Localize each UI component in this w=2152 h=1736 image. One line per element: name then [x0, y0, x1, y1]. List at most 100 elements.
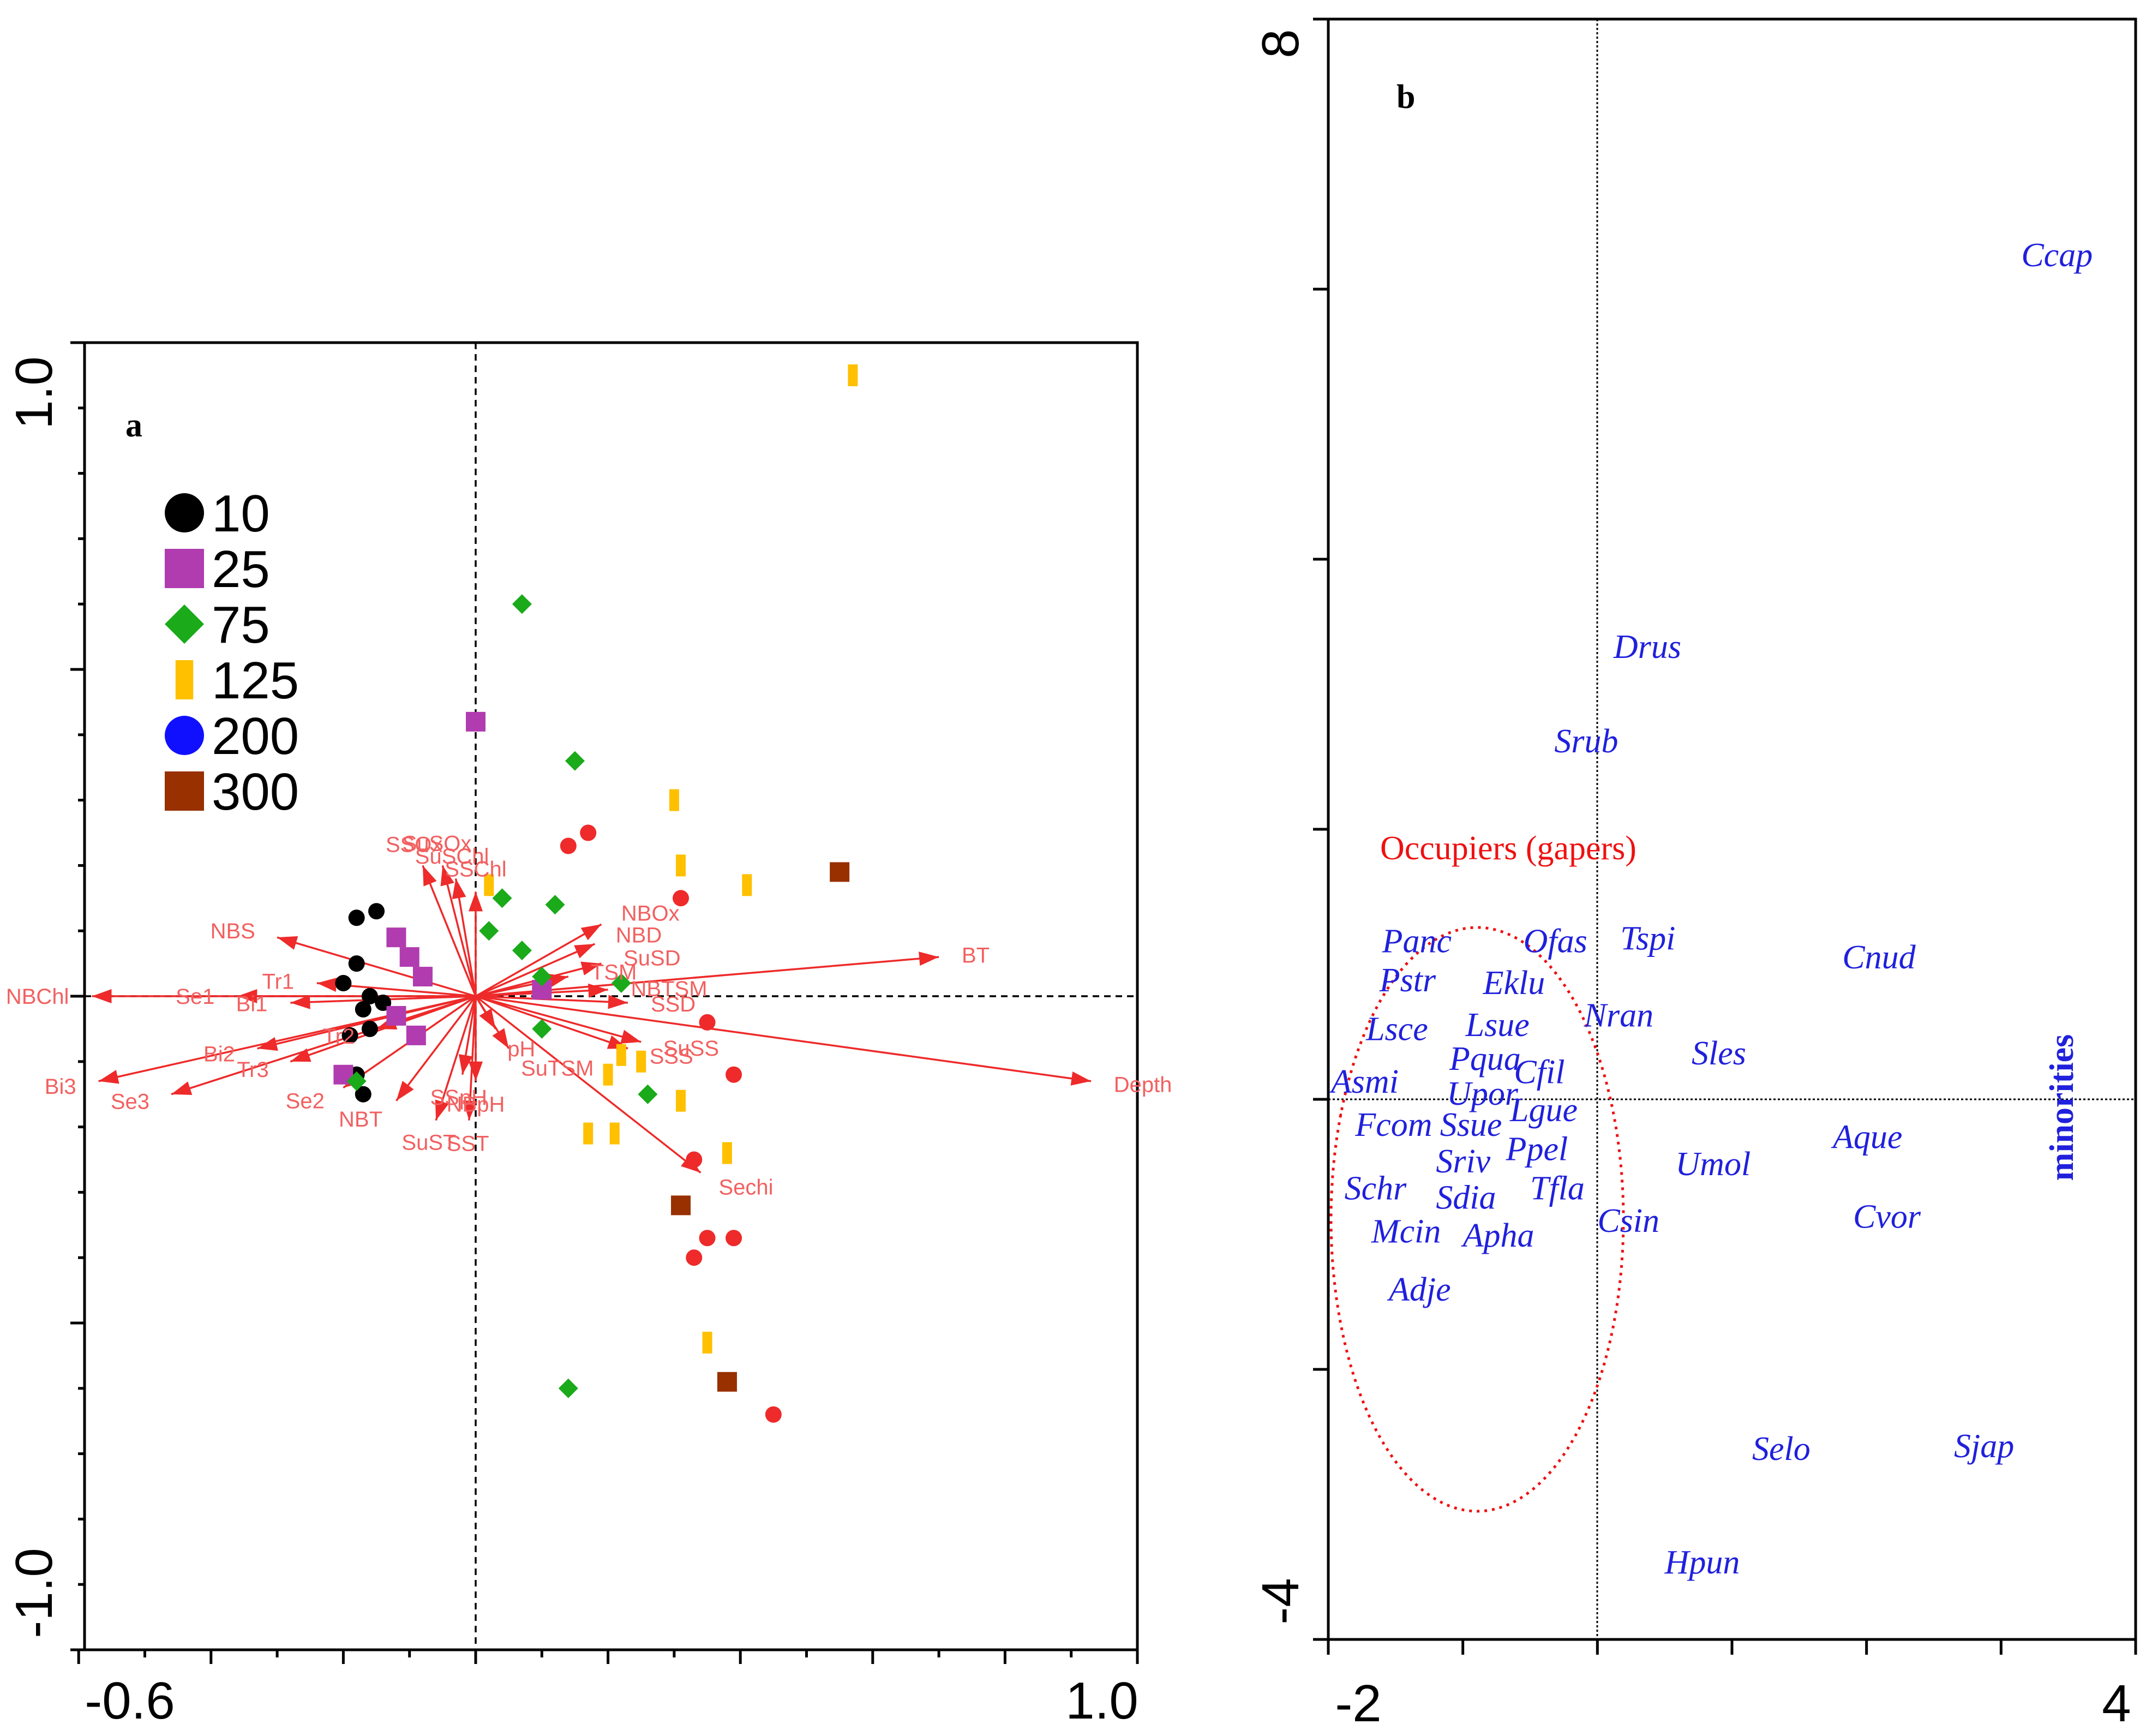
point-depth-300	[671, 1195, 691, 1216]
point-depth-75	[565, 751, 585, 771]
vector-arrow-line	[454, 878, 477, 997]
panel-a-label: a	[125, 407, 142, 444]
vector-arrow-head	[469, 891, 483, 912]
legend-marker-200	[165, 716, 204, 755]
vector-label: Tr3	[237, 1058, 269, 1082]
species-label: Csin	[1597, 1202, 1659, 1240]
species-label: Hpun	[1664, 1544, 1740, 1581]
species-label: Pstr	[1379, 962, 1436, 999]
panel-b-ticks	[1313, 17, 2137, 1655]
vector-arrow-head	[440, 865, 454, 887]
species-label: Drus	[1613, 628, 1681, 666]
point-unlabeled	[673, 890, 690, 907]
species-label: Ssue	[1440, 1106, 1502, 1144]
point-depth-75	[479, 921, 499, 941]
vector-label: BT	[962, 944, 990, 968]
species-label: Selo	[1752, 1430, 1811, 1468]
vector-arrow-head	[290, 995, 310, 1009]
species-label: Lsue	[1465, 1007, 1530, 1044]
point-depth-10	[335, 975, 352, 992]
point-depth-125	[702, 1331, 712, 1354]
legend-label: 75	[212, 596, 270, 654]
species-label: Ccap	[2021, 237, 2093, 274]
vector-arrow-head	[492, 1028, 509, 1049]
occupiers-label: Occupiers (gapers)	[1380, 830, 1637, 867]
species-label: Cnud	[1842, 939, 1916, 976]
point-depth-75	[512, 941, 532, 961]
point-unlabeled	[765, 1406, 782, 1423]
vector-arrow-head	[580, 961, 602, 975]
vector-arrow-line	[422, 865, 477, 997]
point-unlabeled	[726, 1066, 742, 1083]
species-label: Lsce	[1365, 1010, 1428, 1047]
point-depth-10	[348, 955, 365, 972]
panel-b-xtick-min: -2	[1335, 1674, 1381, 1733]
vector-arrow-line	[395, 995, 477, 1102]
point-unlabeled	[686, 1249, 703, 1266]
point-depth-10	[361, 988, 378, 1004]
vector-label: NBT	[339, 1108, 382, 1132]
panel-a-vector-labels: BTDepthSechiNBOxNBDSuSDNBTSMTSMSSDSuSSSS…	[6, 832, 1172, 1200]
point-depth-25	[399, 947, 419, 967]
point-depth-125	[676, 1090, 686, 1112]
vector-arrow-line	[475, 995, 628, 1004]
occupiers-ellipse	[1329, 926, 1625, 1513]
point-depth-75	[558, 1378, 578, 1398]
vector-label: SSOx	[386, 833, 442, 857]
vector-arrow-head	[574, 944, 595, 959]
species-label: Sriv	[1436, 1143, 1490, 1180]
vector-label: SuSS	[663, 1037, 719, 1061]
point-depth-75	[512, 594, 532, 614]
legend-marker-10	[165, 493, 204, 532]
panel-b-ytick-min: -4	[1251, 1578, 1310, 1624]
species-label: Ppel	[1506, 1131, 1568, 1168]
point-depth-75	[532, 967, 552, 987]
vector-label: Bi1	[236, 992, 268, 1016]
point-depth-125	[848, 364, 858, 386]
vector-arrow-head	[919, 951, 939, 966]
point-depth-75	[545, 895, 565, 915]
point-depth-75	[611, 973, 631, 993]
point-depth-125	[742, 874, 752, 896]
vector-arrow-head	[463, 1100, 477, 1121]
vector-label: SSD	[651, 992, 696, 1016]
panel-b-species: Ccap Drus Srub Panc Ofas Tspi Cnud Pstr Eklu Nran…	[1329, 237, 2093, 1581]
species-label: Schr	[1345, 1170, 1407, 1207]
vector-arrow-line	[475, 956, 939, 997]
species-label: Ofas	[1524, 923, 1587, 960]
point-depth-25	[386, 1005, 406, 1026]
vector-arrow-head	[422, 865, 437, 887]
legend-label: 125	[212, 651, 299, 710]
point-unlabeled	[560, 837, 577, 854]
point-depth-125	[603, 1063, 613, 1086]
vector-arrow-line	[277, 936, 476, 997]
vector-arrow-head	[588, 983, 608, 998]
panel-b-xtick-max: 4	[2102, 1674, 2131, 1733]
vector-label: Depth	[1114, 1073, 1172, 1097]
point-depth-300	[830, 862, 850, 882]
point-depth-25	[412, 967, 433, 987]
legend-label: 300	[212, 763, 299, 821]
species-label: Eklu	[1483, 965, 1545, 1002]
vector-label: NBOx	[621, 901, 680, 925]
species-label: Srub	[1554, 723, 1618, 760]
point-depth-125	[609, 1122, 620, 1145]
point-depth-125	[669, 789, 679, 811]
species-label: Adje	[1387, 1271, 1451, 1308]
point-depth-125	[583, 1122, 594, 1145]
point-unlabeled	[699, 1230, 716, 1247]
point-unlabeled	[726, 1230, 742, 1247]
panel-b-label: b	[1396, 79, 1415, 116]
species-label: Tfla	[1530, 1170, 1585, 1207]
vector-label: SST	[447, 1132, 489, 1156]
vector-label: NBpH	[447, 1093, 505, 1117]
point-depth-25	[406, 1025, 426, 1045]
point-depth-10	[348, 909, 365, 926]
vector-arrow-line	[435, 996, 477, 1121]
point-depth-125	[636, 1050, 646, 1073]
legend-marker-125	[175, 660, 194, 699]
vector-label: Bi2	[203, 1043, 235, 1067]
vector-label: Bi3	[45, 1075, 76, 1099]
point-depth-125	[676, 854, 686, 877]
